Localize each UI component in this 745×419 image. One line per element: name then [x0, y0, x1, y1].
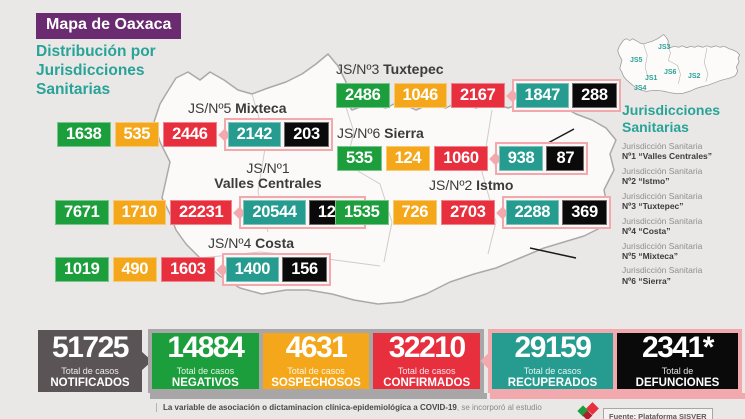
label-costa: JS/Nº4 Costa [208, 235, 295, 251]
page-subtitle: Distribución por Jurisdicciones Sanitari… [36, 43, 156, 99]
negativos-value-box: 1638 [57, 122, 111, 147]
summary-sospechosos: 4631 Total de casos SOSPECHOSOS [262, 333, 370, 389]
sospechosos-value-box: 1710 [112, 200, 167, 225]
confirmados-value-box: 1060 [434, 146, 488, 171]
negativos-value-box: 535 [337, 146, 382, 171]
legend-item-2: Jurisdicción Sanitaria Nº2 “Istmo” [622, 165, 703, 187]
negativos-value-box: 7671 [55, 200, 109, 225]
recuperados-value-box: 938 [498, 146, 544, 171]
confirmados-value-box: 2703 [441, 200, 495, 225]
mini-map-label-js3: JS3 [658, 44, 671, 51]
recuperados-defunciones-group: 938 87 [494, 142, 589, 175]
sospechosos-value-box: 726 [392, 200, 438, 225]
confirmados-value-box: 1603 [161, 257, 215, 282]
recuperados-value-box: 1847 [515, 83, 570, 108]
recuperados-defunciones-group: 1400 156 [221, 253, 331, 286]
negativos-value-box: 1535 [335, 200, 389, 225]
recuperados-defunciones-group: 2142 203 [223, 118, 333, 151]
defunciones-value-box: 156 [282, 257, 327, 282]
label-istmo: JS/Nº2 Istmo [429, 177, 514, 193]
sospechosos-value-box: 535 [114, 122, 160, 147]
mini-map: JS3 JS5 JS6 JS1 JS2 JS4 [614, 34, 742, 98]
summary-recuperados: 29159 Total de casos RECUPERADOS [492, 333, 613, 389]
jurisdiction-row-costa: 1019 490 1603 1400 156 [55, 253, 331, 286]
label-mixteca: JS/Nº5 Mixteca [188, 100, 287, 116]
confirmados-value-box: 2167 [451, 83, 505, 108]
recuperados-value-box: 2142 [227, 122, 282, 147]
istmo-leader-line [529, 247, 577, 259]
mini-map-outline-svg [617, 34, 741, 95]
sospechosos-value-box: 124 [385, 146, 431, 171]
summary-defunciones: 2341* Total de DEFUNCIONES [617, 333, 738, 389]
summary-negativos: 14884 Total de casos NEGATIVOS [152, 333, 259, 389]
confirmados-value-box: 22231 [170, 200, 233, 225]
legend-list: Jurisdicción Sanitaria Nº1 “Valles Centr… [622, 141, 712, 290]
mini-map-label-js4: JS4 [634, 85, 647, 92]
defunciones-value-box: 369 [562, 200, 607, 225]
defunciones-value-box: 288 [572, 83, 617, 108]
summary-group-casos: 14884 Total de casos NEGATIVOS 4631 Tota… [148, 329, 484, 393]
recuperados-value-box: 1400 [225, 257, 280, 282]
mini-map-label-js5: JS5 [630, 57, 643, 64]
confirmados-value-box: 2446 [163, 122, 217, 147]
label-valles-centrales: JS/Nº1 Valles Centrales [214, 160, 322, 191]
jurisdiction-row-istmo: 1535 726 2703 2288 369 [335, 196, 611, 229]
legend-item-5: Jurisdicción Sanitaria Nº5 “Mixteca” [622, 240, 703, 261]
recuperados-defunciones-group: 2288 369 [501, 196, 611, 229]
mini-map-label-js1: JS1 [645, 75, 658, 82]
summary-confirmados: 32210 Total de casos CONFIRMADOS [373, 333, 481, 389]
pink-divider-bar [490, 393, 745, 399]
negativos-value-box: 2486 [336, 83, 390, 108]
recuperados-value-box: 2288 [505, 200, 560, 225]
mini-map-label-js2: JS2 [688, 73, 701, 80]
mini-map-label-js6: JS6 [664, 69, 677, 76]
defunciones-value-box: 87 [546, 146, 585, 171]
footnote: La variable de asociación o dictaminacio… [156, 403, 542, 412]
legend-item-3: Jurisdicción Sanitaria Nº3 “Tuxtepec” [622, 190, 703, 211]
legend-item-1: Jurisdicción Sanitaria Nº1 “Valles Centr… [622, 141, 713, 162]
summary-notificados: 51725 Total de casos NOTIFICADOS [38, 330, 142, 392]
gray-divider-bar [150, 393, 487, 399]
defunciones-value-box: 203 [284, 122, 329, 147]
summary-group-recuperados-defunciones: 29159 Total de casos RECUPERADOS 2341* T… [488, 329, 742, 393]
label-tuxtepec: JS/Nº3 Tuxtepec [336, 61, 444, 77]
jurisdiction-row-valles-centrales: 7671 1710 22231 20544 1238 [55, 196, 367, 229]
legend-item-4: Jurisdicción Sanitaria Nº4 “Costa” [622, 215, 703, 236]
jurisdiction-row-sierra: 535 124 1060 938 87 [337, 142, 589, 175]
label-sierra: JS/Nº6 Sierra [337, 125, 424, 141]
negativos-value-box: 1019 [55, 257, 109, 282]
sospechosos-value-box: 1046 [393, 83, 448, 108]
recuperados-defunciones-group: 1847 288 [511, 79, 621, 112]
page-title: Mapa de Oaxaca [36, 13, 182, 39]
jurisdiction-row-tuxtepec: 2486 1046 2167 1847 288 [336, 79, 621, 112]
jurisdiction-row-mixteca: 1638 535 2446 2142 203 [57, 118, 333, 151]
legend-item-6: Jurisdicción Sanitaria Nº6 “Sierra” [622, 265, 703, 286]
sospechosos-value-box: 490 [112, 257, 158, 282]
legend-heading: Jurisdicciones Sanitarias [622, 102, 721, 135]
recuperados-value-box: 20544 [243, 200, 306, 225]
oaxaca-government-logo-icon [577, 402, 600, 419]
sierra-leader-line [547, 128, 575, 144]
source-attribution: Fuente: Plataforma SISVER [603, 408, 713, 419]
